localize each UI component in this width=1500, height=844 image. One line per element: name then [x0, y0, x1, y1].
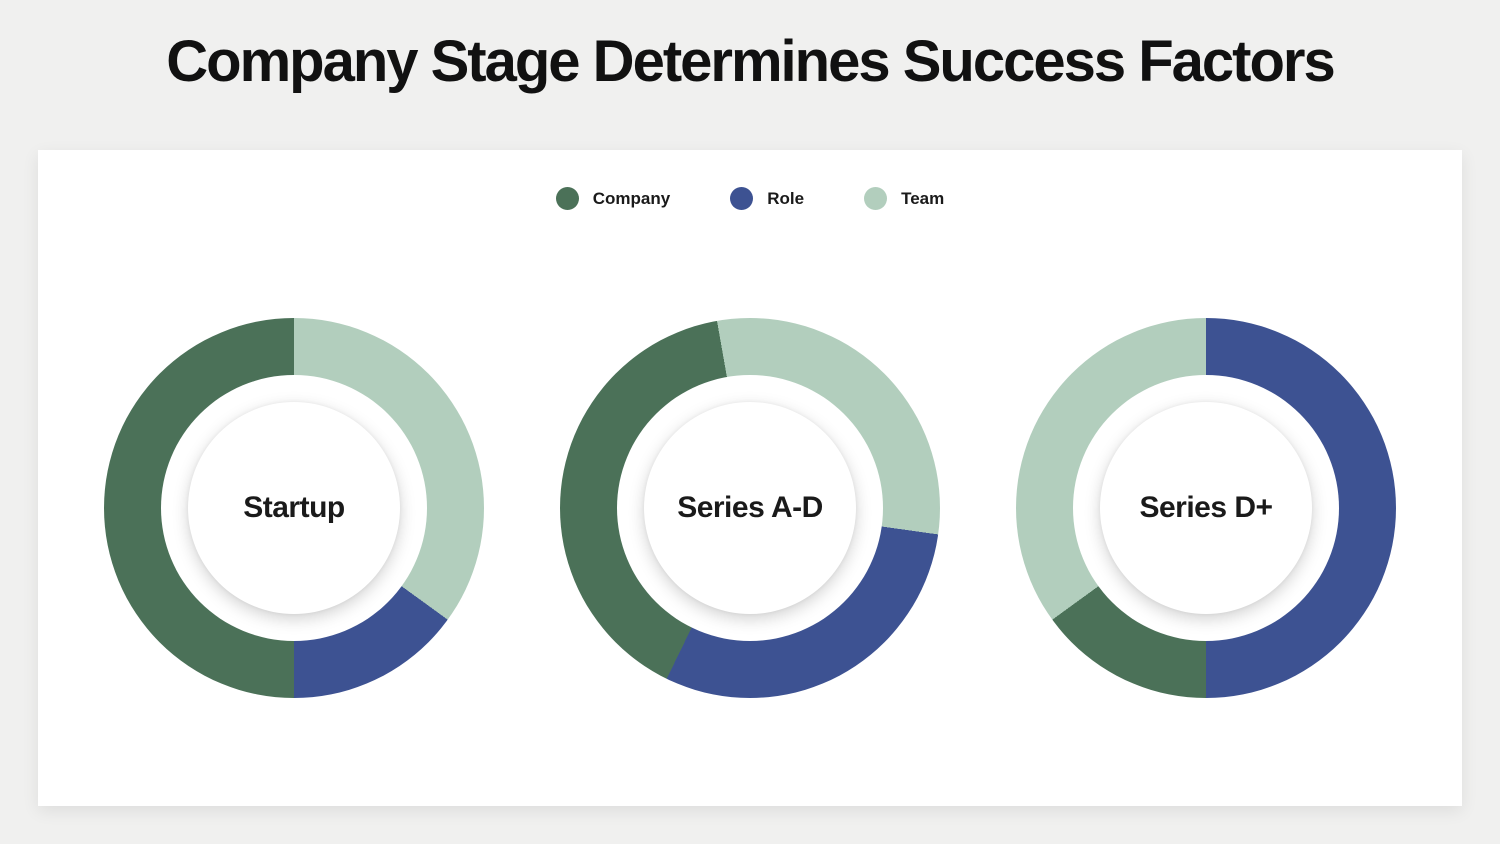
- legend-item-company: Company: [555, 187, 671, 210]
- donut-inner-circle-startup: Startup: [188, 402, 400, 614]
- donut-charts-row: Startup Series A-D Series D+: [38, 318, 1462, 698]
- donut-label-series-d-plus: Series D+: [1139, 491, 1273, 524]
- donut-label-startup: Startup: [243, 491, 345, 524]
- legend-label-company: Company: [592, 188, 671, 208]
- page-title: Company Stage Determines Success Factors: [166, 29, 1335, 94]
- legend-item-role: Role: [730, 187, 804, 210]
- donut-inner-circle-series-d-plus: Series D+: [1100, 402, 1312, 614]
- role-legend-dot-icon: [730, 187, 754, 210]
- donut-chart-series-a-d: Series A-D: [560, 318, 940, 698]
- donut-inner-circle-series-a-d: Series A-D: [644, 402, 856, 614]
- chart-card: Company Role Team Startup: [38, 150, 1462, 806]
- donut-label-series-a-d: Series A-D: [677, 491, 823, 524]
- donut-chart-series-d-plus: Series D+: [1016, 318, 1396, 698]
- company-legend-dot-icon: [555, 187, 579, 210]
- legend-item-team: Team: [864, 187, 944, 210]
- donut-chart-startup: Startup: [104, 318, 484, 698]
- legend-label-team: Team: [901, 188, 945, 208]
- team-legend-dot-icon: [864, 187, 888, 210]
- legend-label-role: Role: [767, 188, 805, 208]
- legend: Company Role Team: [38, 187, 1462, 210]
